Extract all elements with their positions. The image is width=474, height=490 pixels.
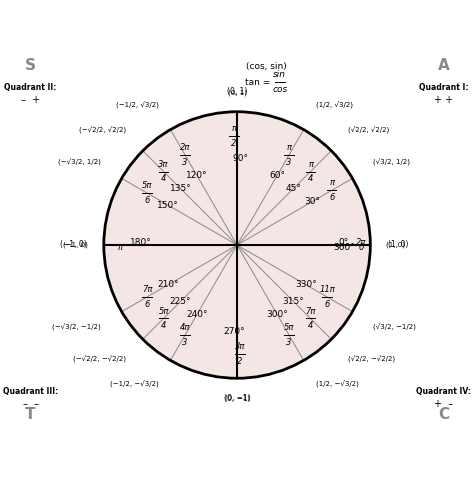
Text: 90°: 90° [232, 154, 248, 163]
Text: 300°: 300° [266, 310, 288, 318]
Text: 5π: 5π [158, 307, 169, 316]
Text: Quadrant II:: Quadrant II: [4, 83, 57, 92]
Text: 3: 3 [182, 158, 188, 167]
Text: (−√3/2, −1/2): (−√3/2, −1/2) [52, 323, 101, 331]
Text: (−√3/2, 1/2): (−√3/2, 1/2) [58, 159, 101, 167]
Text: Quadrant IV:: Quadrant IV: [416, 387, 471, 396]
Text: 60°: 60° [269, 172, 285, 180]
Text: (√2/2, √2/2): (√2/2, √2/2) [348, 126, 390, 134]
Text: (1, 0): (1, 0) [386, 242, 405, 248]
Text: 3: 3 [182, 338, 188, 347]
Text: 3: 3 [286, 158, 292, 167]
Text: 2π: 2π [180, 143, 190, 152]
Text: (cos, sin): (cos, sin) [246, 62, 287, 71]
Text: 120°: 120° [186, 172, 208, 180]
Text: (−√2/2, −√2/2): (−√2/2, −√2/2) [73, 356, 126, 364]
Text: S: S [25, 58, 36, 73]
Text: 2: 2 [231, 139, 237, 147]
Text: (−1, 0): (−1, 0) [60, 241, 86, 249]
Text: 210°: 210° [157, 280, 179, 290]
Text: 4: 4 [161, 174, 166, 183]
Text: 7π: 7π [142, 285, 152, 294]
Text: + +: + + [434, 95, 453, 105]
Text: 0: 0 [358, 244, 364, 252]
Text: 2π: 2π [356, 238, 366, 246]
Text: 240°: 240° [186, 310, 208, 318]
Text: 30°: 30° [304, 197, 320, 206]
Text: 7π: 7π [305, 307, 316, 316]
Text: –  +: – + [21, 95, 40, 105]
Text: 135°: 135° [170, 184, 191, 193]
Text: (−1/2, √3/2): (−1/2, √3/2) [116, 101, 158, 109]
Text: 4π: 4π [180, 323, 190, 332]
Text: (√2/2, −√2/2): (√2/2, −√2/2) [348, 356, 395, 364]
Text: 4: 4 [308, 174, 313, 183]
Text: 6: 6 [145, 300, 150, 309]
Text: sin: sin [273, 71, 286, 79]
Text: 4: 4 [161, 321, 166, 330]
Text: (0, 1): (0, 1) [227, 87, 247, 96]
Text: +  –: + – [434, 398, 453, 409]
Text: tan =: tan = [245, 78, 273, 87]
Text: 315°: 315° [283, 297, 304, 306]
Text: 180°: 180° [130, 238, 152, 246]
Text: 45°: 45° [286, 184, 301, 193]
Text: (−1, 0): (−1, 0) [63, 242, 88, 248]
Text: (1/2, √3/2): (1/2, √3/2) [316, 101, 353, 109]
Text: 3: 3 [286, 338, 292, 347]
Text: A: A [438, 58, 449, 73]
Circle shape [104, 112, 370, 378]
Text: cos: cos [272, 85, 287, 95]
Text: (0, −1): (0, −1) [224, 394, 250, 403]
Text: 5π: 5π [142, 181, 152, 190]
Text: (√3/2, 1/2): (√3/2, 1/2) [373, 159, 410, 167]
Text: 3π: 3π [235, 343, 245, 351]
Text: π: π [308, 160, 313, 169]
Text: 3π: 3π [158, 160, 169, 169]
Text: 5π: 5π [284, 323, 294, 332]
Text: π: π [286, 143, 292, 152]
Text: (−1/2, −√3/2): (−1/2, −√3/2) [109, 381, 158, 389]
Text: 6: 6 [145, 196, 150, 205]
Text: π: π [232, 124, 237, 133]
Text: (1/2, −√3/2): (1/2, −√3/2) [316, 381, 358, 389]
Text: 4: 4 [308, 321, 313, 330]
Text: 6: 6 [324, 300, 330, 309]
Text: 225°: 225° [170, 297, 191, 306]
Text: 11π: 11π [319, 285, 335, 294]
Text: 2: 2 [237, 357, 243, 366]
Text: T: T [25, 407, 36, 422]
Text: π: π [117, 244, 122, 252]
Text: (0, −1): (0, −1) [225, 394, 249, 401]
Text: Quadrant III:: Quadrant III: [3, 387, 58, 396]
Text: 150°: 150° [157, 200, 179, 210]
Text: 6: 6 [329, 193, 334, 202]
Text: (0, 1): (0, 1) [228, 89, 246, 96]
Text: 0°: 0° [338, 238, 349, 246]
Text: 330°: 330° [295, 280, 317, 290]
Text: Quadrant I:: Quadrant I: [419, 83, 468, 92]
Text: (1, 0): (1, 0) [388, 241, 408, 249]
Text: 360°: 360° [333, 244, 355, 252]
Text: C: C [438, 407, 449, 422]
Text: (−√2/2, √2/2): (−√2/2, √2/2) [79, 126, 126, 134]
Text: π: π [329, 178, 334, 188]
Text: –  –: – – [22, 398, 38, 409]
Text: 270°: 270° [223, 327, 245, 336]
Text: (√3/2, −1/2): (√3/2, −1/2) [373, 323, 416, 331]
